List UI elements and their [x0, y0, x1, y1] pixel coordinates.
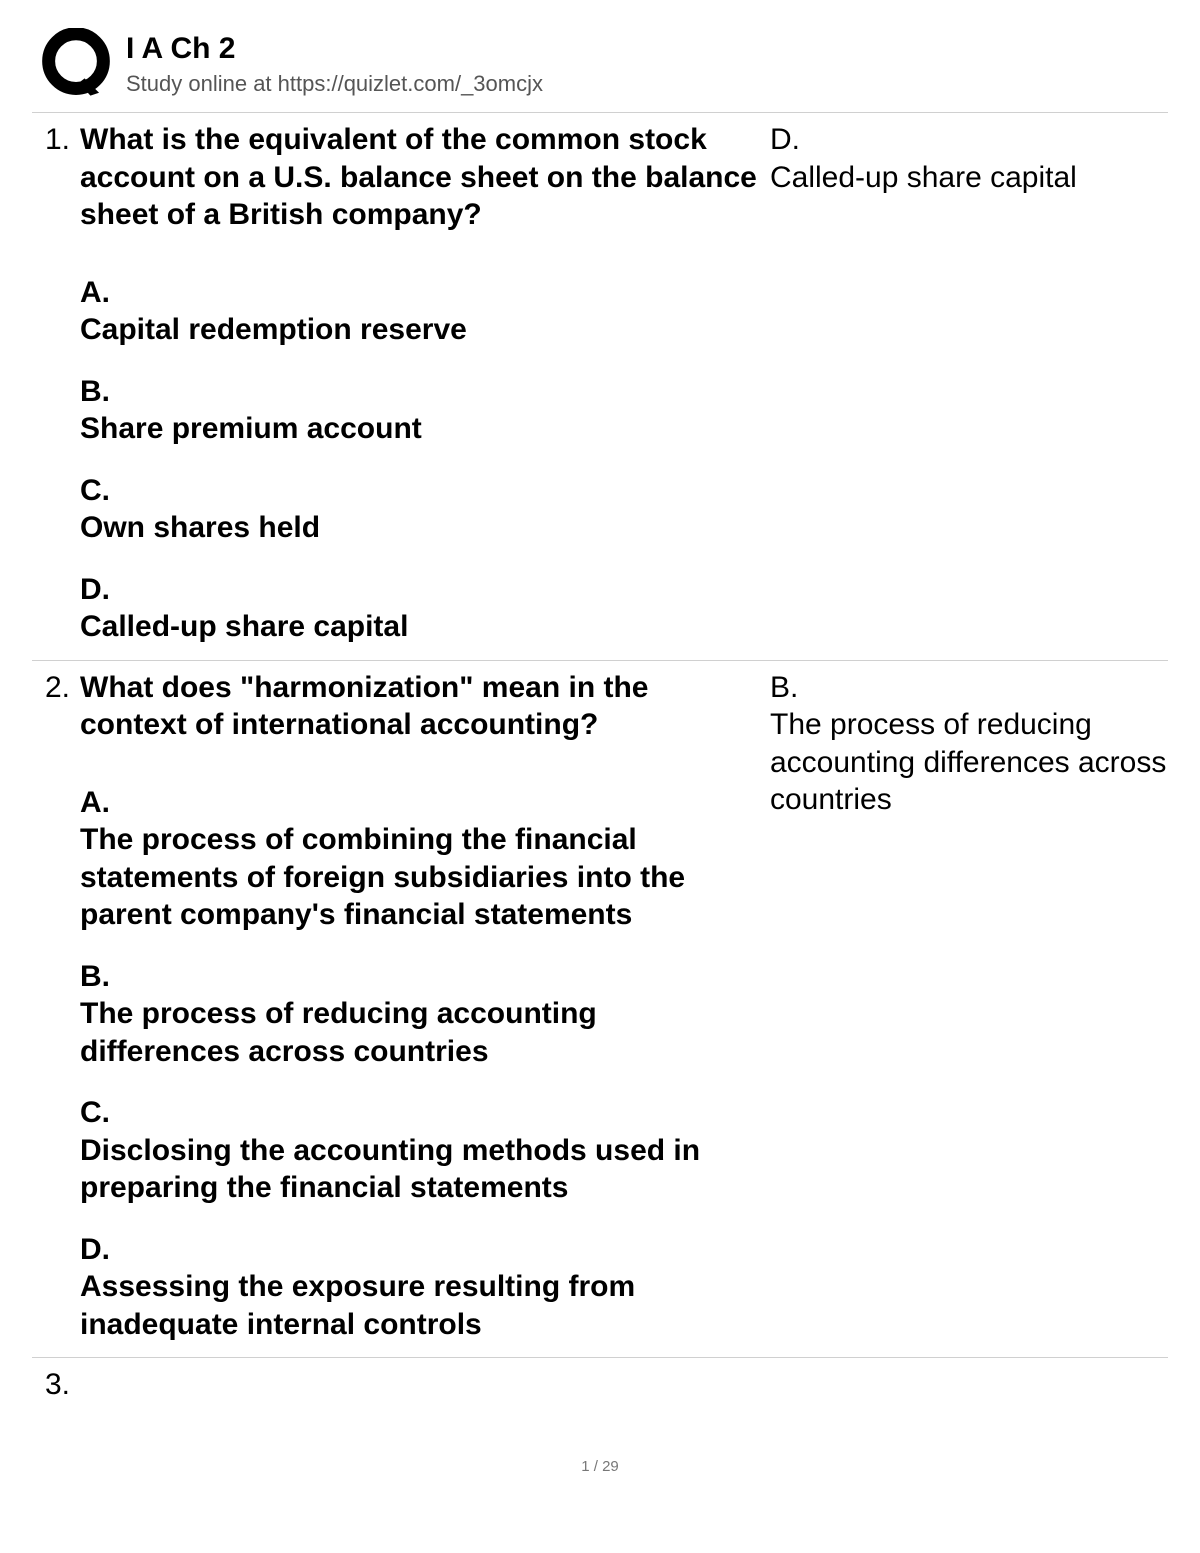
- option: C. Disclosing the accounting methods use…: [80, 1094, 760, 1207]
- option-text: Assessing the exposure resulting from in…: [80, 1268, 760, 1343]
- item-number: 3.: [32, 1366, 80, 1404]
- item-body: What is the equivalent of the common sto…: [80, 121, 1168, 646]
- study-set-subtitle: Study online at https://quizlet.com/_3om…: [126, 71, 543, 97]
- quizlet-logo-icon: [40, 28, 112, 100]
- answer-letter: B.: [770, 669, 1168, 707]
- question-column: What is the equivalent of the common sto…: [80, 121, 770, 646]
- study-item: 3.: [32, 1358, 1168, 1418]
- page-footer: 1 / 29: [32, 1458, 1168, 1475]
- option-letter: D.: [80, 1231, 760, 1269]
- option: C. Own shares held: [80, 472, 760, 547]
- question-text: What does "harmonization" mean in the co…: [80, 669, 760, 744]
- option-text: The process of combining the financial s…: [80, 821, 760, 934]
- page-container: I A Ch 2 Study online at https://quizlet…: [0, 0, 1200, 1495]
- answer-text: Called-up share capital: [770, 159, 1168, 197]
- option-text: Capital redemption reserve: [80, 311, 760, 349]
- option: B. The process of reducing accounting di…: [80, 958, 760, 1071]
- item-body: What does "harmonization" mean in the co…: [80, 669, 1168, 1344]
- item-number: 1.: [32, 121, 80, 646]
- option-text: The process of reducing accounting diffe…: [80, 995, 760, 1070]
- study-item: 2. What does "harmonization" mean in the…: [32, 661, 1168, 1358]
- option-letter: C.: [80, 472, 760, 510]
- question-column: [80, 1366, 770, 1404]
- answer-column: [770, 1366, 1168, 1404]
- answer-text: The process of reducing accounting diffe…: [770, 706, 1168, 819]
- option-letter: B.: [80, 373, 760, 411]
- option-letter: A.: [80, 274, 760, 312]
- option-letter: C.: [80, 1094, 760, 1132]
- option: D. Called-up share capital: [80, 571, 760, 646]
- option: A. The process of combining the financia…: [80, 784, 760, 934]
- study-set-title: I A Ch 2: [126, 31, 543, 67]
- item-body: [80, 1366, 1168, 1404]
- item-number: 2.: [32, 669, 80, 1344]
- option-letter: D.: [80, 571, 760, 609]
- answer-column: D. Called-up share capital: [770, 121, 1168, 646]
- header-text: I A Ch 2 Study online at https://quizlet…: [126, 31, 543, 97]
- option: B. Share premium account: [80, 373, 760, 448]
- option-text: Called-up share capital: [80, 608, 760, 646]
- option-letter: A.: [80, 784, 760, 822]
- header: I A Ch 2 Study online at https://quizlet…: [32, 28, 1168, 100]
- answer-column: B. The process of reducing accounting di…: [770, 669, 1168, 1344]
- option-text: Share premium account: [80, 410, 760, 448]
- option-text: Disclosing the accounting methods used i…: [80, 1132, 760, 1207]
- option-letter: B.: [80, 958, 760, 996]
- study-item: 1. What is the equivalent of the common …: [32, 113, 1168, 660]
- option-text: Own shares held: [80, 509, 760, 547]
- question-column: What does "harmonization" mean in the co…: [80, 669, 770, 1344]
- option: A. Capital redemption reserve: [80, 274, 760, 349]
- question-text: What is the equivalent of the common sto…: [80, 121, 760, 234]
- option: D. Assessing the exposure resulting from…: [80, 1231, 760, 1344]
- answer-letter: D.: [770, 121, 1168, 159]
